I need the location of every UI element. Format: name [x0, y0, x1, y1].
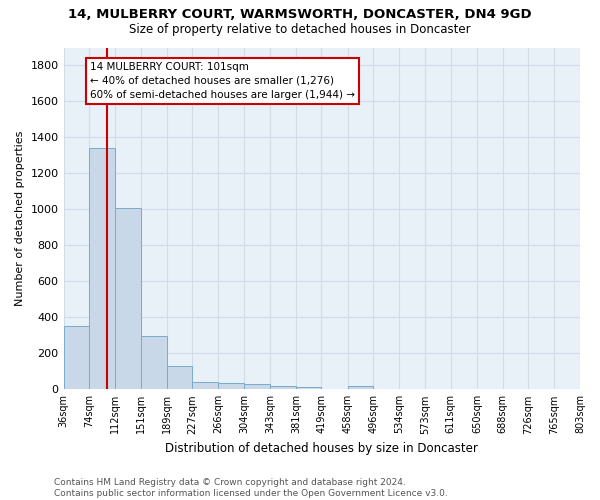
Y-axis label: Number of detached properties: Number of detached properties	[15, 130, 25, 306]
Bar	[115, 208, 141, 390]
Bar	[218, 382, 244, 390]
Bar	[89, 148, 115, 390]
Bar	[64, 326, 89, 390]
Bar	[347, 386, 373, 390]
Bar	[192, 382, 218, 390]
Text: 14 MULBERRY COURT: 101sqm
← 40% of detached houses are smaller (1,276)
60% of se: 14 MULBERRY COURT: 101sqm ← 40% of detac…	[90, 62, 355, 100]
Bar	[270, 386, 296, 390]
Text: Contains HM Land Registry data © Crown copyright and database right 2024.
Contai: Contains HM Land Registry data © Crown c…	[54, 478, 448, 498]
Bar	[244, 384, 270, 390]
Text: 14, MULBERRY COURT, WARMSWORTH, DONCASTER, DN4 9GD: 14, MULBERRY COURT, WARMSWORTH, DONCASTE…	[68, 8, 532, 20]
Bar	[296, 386, 322, 390]
X-axis label: Distribution of detached houses by size in Doncaster: Distribution of detached houses by size …	[166, 442, 478, 455]
Bar	[141, 336, 167, 390]
Bar	[167, 366, 192, 390]
Text: Size of property relative to detached houses in Doncaster: Size of property relative to detached ho…	[129, 22, 471, 36]
